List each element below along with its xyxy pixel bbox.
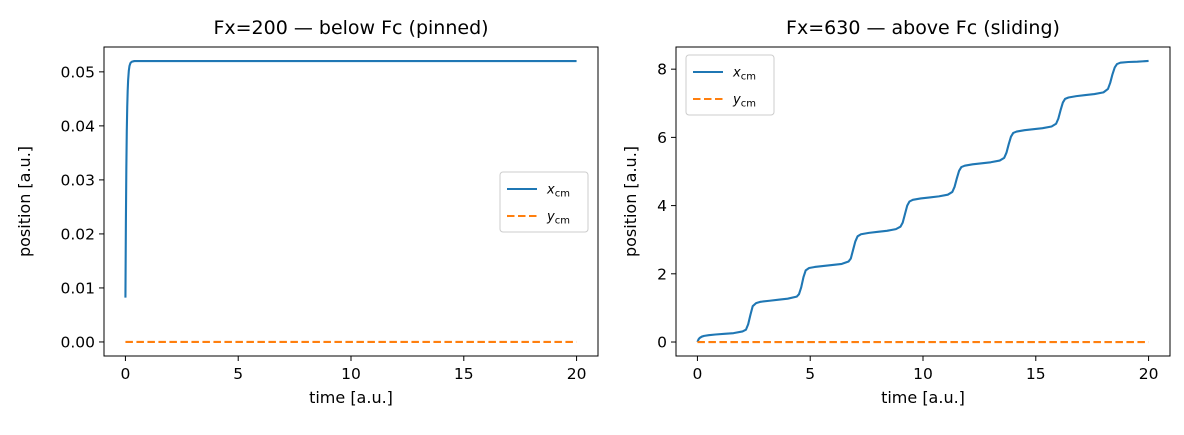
chart-panel-2: Fx=630 — above Fc (sliding) 0 5 10 15 20 0 2 4 6 8… (621, 17, 1171, 407)
y-tick-label: 4 (657, 197, 667, 215)
x-tick-label: 5 (233, 365, 243, 383)
y-tick-label: 0.00 (60, 333, 95, 351)
legend-box (685, 54, 775, 116)
x-tick-label: 20 (567, 365, 587, 383)
chart-title: Fx=200 — below Fc (pinned) (213, 17, 488, 39)
series-line-x-cm (124, 59, 577, 298)
series-group (124, 59, 577, 344)
y-axis-label: position [a.u.] (621, 146, 640, 257)
legend-label-main: x (732, 66, 741, 81)
series-group (696, 59, 1149, 344)
x-axis-label: time [a.u.] (309, 388, 393, 407)
legend-label-x: xcm (732, 66, 756, 83)
chart-title: Fx=630 — above Fc (sliding) (786, 17, 1060, 39)
chart-panel-1: Fx=200 — below Fc (pinned) 0 5 10 15 20 0.00 0.… (15, 17, 599, 407)
legend-label-x: xcm (546, 183, 570, 200)
series-line-x-cm (696, 59, 1149, 343)
y-axis-label: position [a.u.] (15, 146, 34, 257)
legend-label-subscript: cm (741, 99, 756, 110)
x-tick-label: 15 (454, 365, 474, 383)
y-tick-label: 8 (657, 61, 667, 79)
x-axis-label: time [a.u.] (881, 388, 965, 407)
y-tick-label: 0.04 (60, 117, 95, 135)
y-tick-label: 6 (657, 129, 667, 147)
legend-label-subscript: cm (555, 189, 570, 200)
y-tick-label: 0.02 (60, 225, 95, 243)
x-tick-label: 10 (913, 365, 933, 383)
x-tick-label: 10 (341, 365, 361, 383)
x-tick-label: 0 (692, 365, 702, 383)
y-tick-label: 0.01 (60, 279, 95, 297)
x-tick-label: 15 (1026, 365, 1046, 383)
legend-label-main: x (546, 183, 555, 198)
x-tick-label: 0 (120, 365, 130, 383)
x-tick-label: 5 (805, 365, 815, 383)
y-tick-label: 2 (657, 265, 667, 283)
y-tick-label: 0.03 (60, 171, 95, 189)
legend-label-main: y (546, 210, 555, 225)
legend-label-subscript: cm (555, 216, 570, 227)
y-tick-label: 0 (657, 334, 667, 352)
legend-label-y: ycm (546, 210, 570, 227)
x-tick-label: 20 (1139, 365, 1159, 383)
y-tick-label: 0.05 (60, 63, 95, 81)
legend-label-y: ycm (732, 93, 756, 110)
legend-label-main: y (732, 93, 741, 108)
legend-box (499, 171, 589, 233)
legend-label-subscript: cm (741, 72, 756, 83)
